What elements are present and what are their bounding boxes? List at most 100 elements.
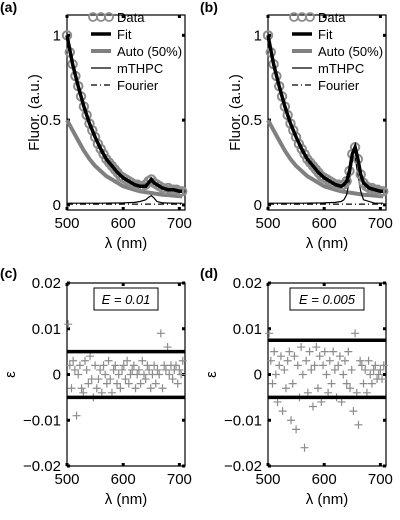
data-point bbox=[285, 347, 294, 356]
panel-label: (d) bbox=[200, 265, 218, 281]
data-point bbox=[119, 361, 128, 370]
data-point bbox=[131, 384, 140, 393]
x-tick-label: 700 bbox=[167, 215, 192, 232]
data-point bbox=[145, 365, 154, 374]
data-point bbox=[310, 361, 319, 370]
data-point bbox=[97, 388, 106, 397]
annotation-frame bbox=[93, 287, 159, 311]
legend-label: Data bbox=[117, 10, 145, 25]
series-line-fit bbox=[266, 34, 384, 194]
data-point bbox=[150, 361, 159, 370]
data-point bbox=[283, 356, 292, 365]
data-point bbox=[276, 352, 285, 361]
data-point bbox=[87, 375, 96, 384]
panel-label: (c) bbox=[0, 265, 17, 281]
y-tick-label: 0.02 bbox=[32, 275, 61, 292]
data-point bbox=[271, 370, 280, 379]
y-tick-label: 0.01 bbox=[233, 321, 262, 338]
annotation-text: E = 0.005 bbox=[299, 292, 356, 307]
x-tick-label: 500 bbox=[255, 471, 280, 488]
data-point bbox=[303, 388, 312, 397]
x-tick-label: 600 bbox=[312, 215, 337, 232]
legend-label: Fit bbox=[318, 27, 333, 42]
y-axis-label: Fluor. (a.u.) bbox=[26, 74, 43, 151]
x-tick-label: 500 bbox=[255, 215, 280, 232]
series-line-mthpc bbox=[67, 194, 183, 204]
data-point bbox=[116, 384, 125, 393]
legend-label: mTHPC bbox=[117, 61, 163, 76]
annotation-frame bbox=[289, 287, 365, 311]
panel-4: (d) 500 600 700 −0.02 −0.01 0 0.01 0.02 λ (nm) ε E … bbox=[200, 265, 393, 508]
x-tick-label: 500 bbox=[54, 471, 79, 488]
x-tick-label: 700 bbox=[368, 471, 393, 488]
legend-label: Fourier bbox=[117, 78, 159, 93]
series-line-auto-50- bbox=[65, 119, 183, 199]
data-point bbox=[308, 402, 317, 411]
data-point bbox=[109, 365, 118, 374]
data-point bbox=[94, 375, 103, 384]
data-point bbox=[357, 361, 366, 370]
data-point bbox=[319, 361, 328, 370]
data-point bbox=[113, 379, 122, 388]
data-point bbox=[121, 375, 130, 384]
data-point bbox=[134, 365, 143, 374]
x-tick-label: 700 bbox=[167, 471, 192, 488]
data-point bbox=[266, 356, 275, 365]
data-point bbox=[344, 347, 353, 356]
data-point bbox=[75, 361, 84, 370]
y-tick-label: −0.01 bbox=[23, 412, 61, 429]
data-point bbox=[337, 397, 346, 406]
y-tick-label: 0.01 bbox=[32, 321, 61, 338]
data-point bbox=[175, 365, 184, 374]
data-point bbox=[153, 365, 162, 374]
data-point bbox=[324, 388, 333, 397]
legend-marker bbox=[96, 12, 106, 22]
data-point bbox=[293, 361, 302, 370]
data-point bbox=[95, 143, 106, 155]
y-tick-label: 1 bbox=[254, 27, 262, 44]
x-tick-label: 600 bbox=[111, 215, 136, 232]
data-point bbox=[172, 361, 181, 370]
data-point bbox=[278, 407, 287, 416]
y-axis-label: Fluor. (a.u.) bbox=[227, 74, 244, 151]
data-point bbox=[315, 352, 324, 361]
axes-frame bbox=[267, 14, 387, 211]
data-point bbox=[317, 397, 326, 406]
data-point bbox=[362, 388, 371, 397]
data-point bbox=[165, 370, 174, 379]
panel-label: (a) bbox=[0, 0, 17, 15]
y-axis-label: ε bbox=[2, 371, 19, 378]
x-tick-label: 500 bbox=[54, 215, 79, 232]
data-point bbox=[364, 356, 373, 365]
data-point bbox=[322, 370, 331, 379]
data-point bbox=[270, 347, 279, 356]
data-point bbox=[299, 148, 310, 160]
y-tick-label: 0 bbox=[53, 367, 61, 384]
data-point bbox=[334, 361, 343, 370]
data-point bbox=[99, 361, 108, 370]
data-point bbox=[143, 361, 152, 370]
data-point bbox=[168, 375, 177, 384]
legend-label: mTHPC bbox=[318, 61, 364, 76]
data-point bbox=[80, 356, 89, 365]
data-point bbox=[376, 365, 385, 374]
data-point bbox=[366, 370, 375, 379]
data-point bbox=[314, 384, 323, 393]
data-point bbox=[160, 361, 169, 370]
data-point bbox=[129, 361, 138, 370]
data-point bbox=[126, 370, 135, 379]
annotation-box: E = 0.005 bbox=[289, 287, 365, 311]
y-tick-label: 0.02 bbox=[233, 275, 262, 292]
legend-label: Data bbox=[318, 10, 346, 25]
series-line-mthpc bbox=[268, 155, 384, 204]
data-point bbox=[139, 370, 148, 379]
data-point bbox=[335, 352, 344, 361]
data-point bbox=[297, 343, 306, 352]
axes-frame bbox=[66, 14, 186, 211]
y-tick-label: 1 bbox=[53, 27, 61, 44]
data-point bbox=[92, 384, 101, 393]
data-point bbox=[307, 365, 316, 374]
data-point bbox=[96, 365, 105, 374]
data-point bbox=[312, 343, 321, 352]
legend-marker bbox=[297, 12, 307, 22]
